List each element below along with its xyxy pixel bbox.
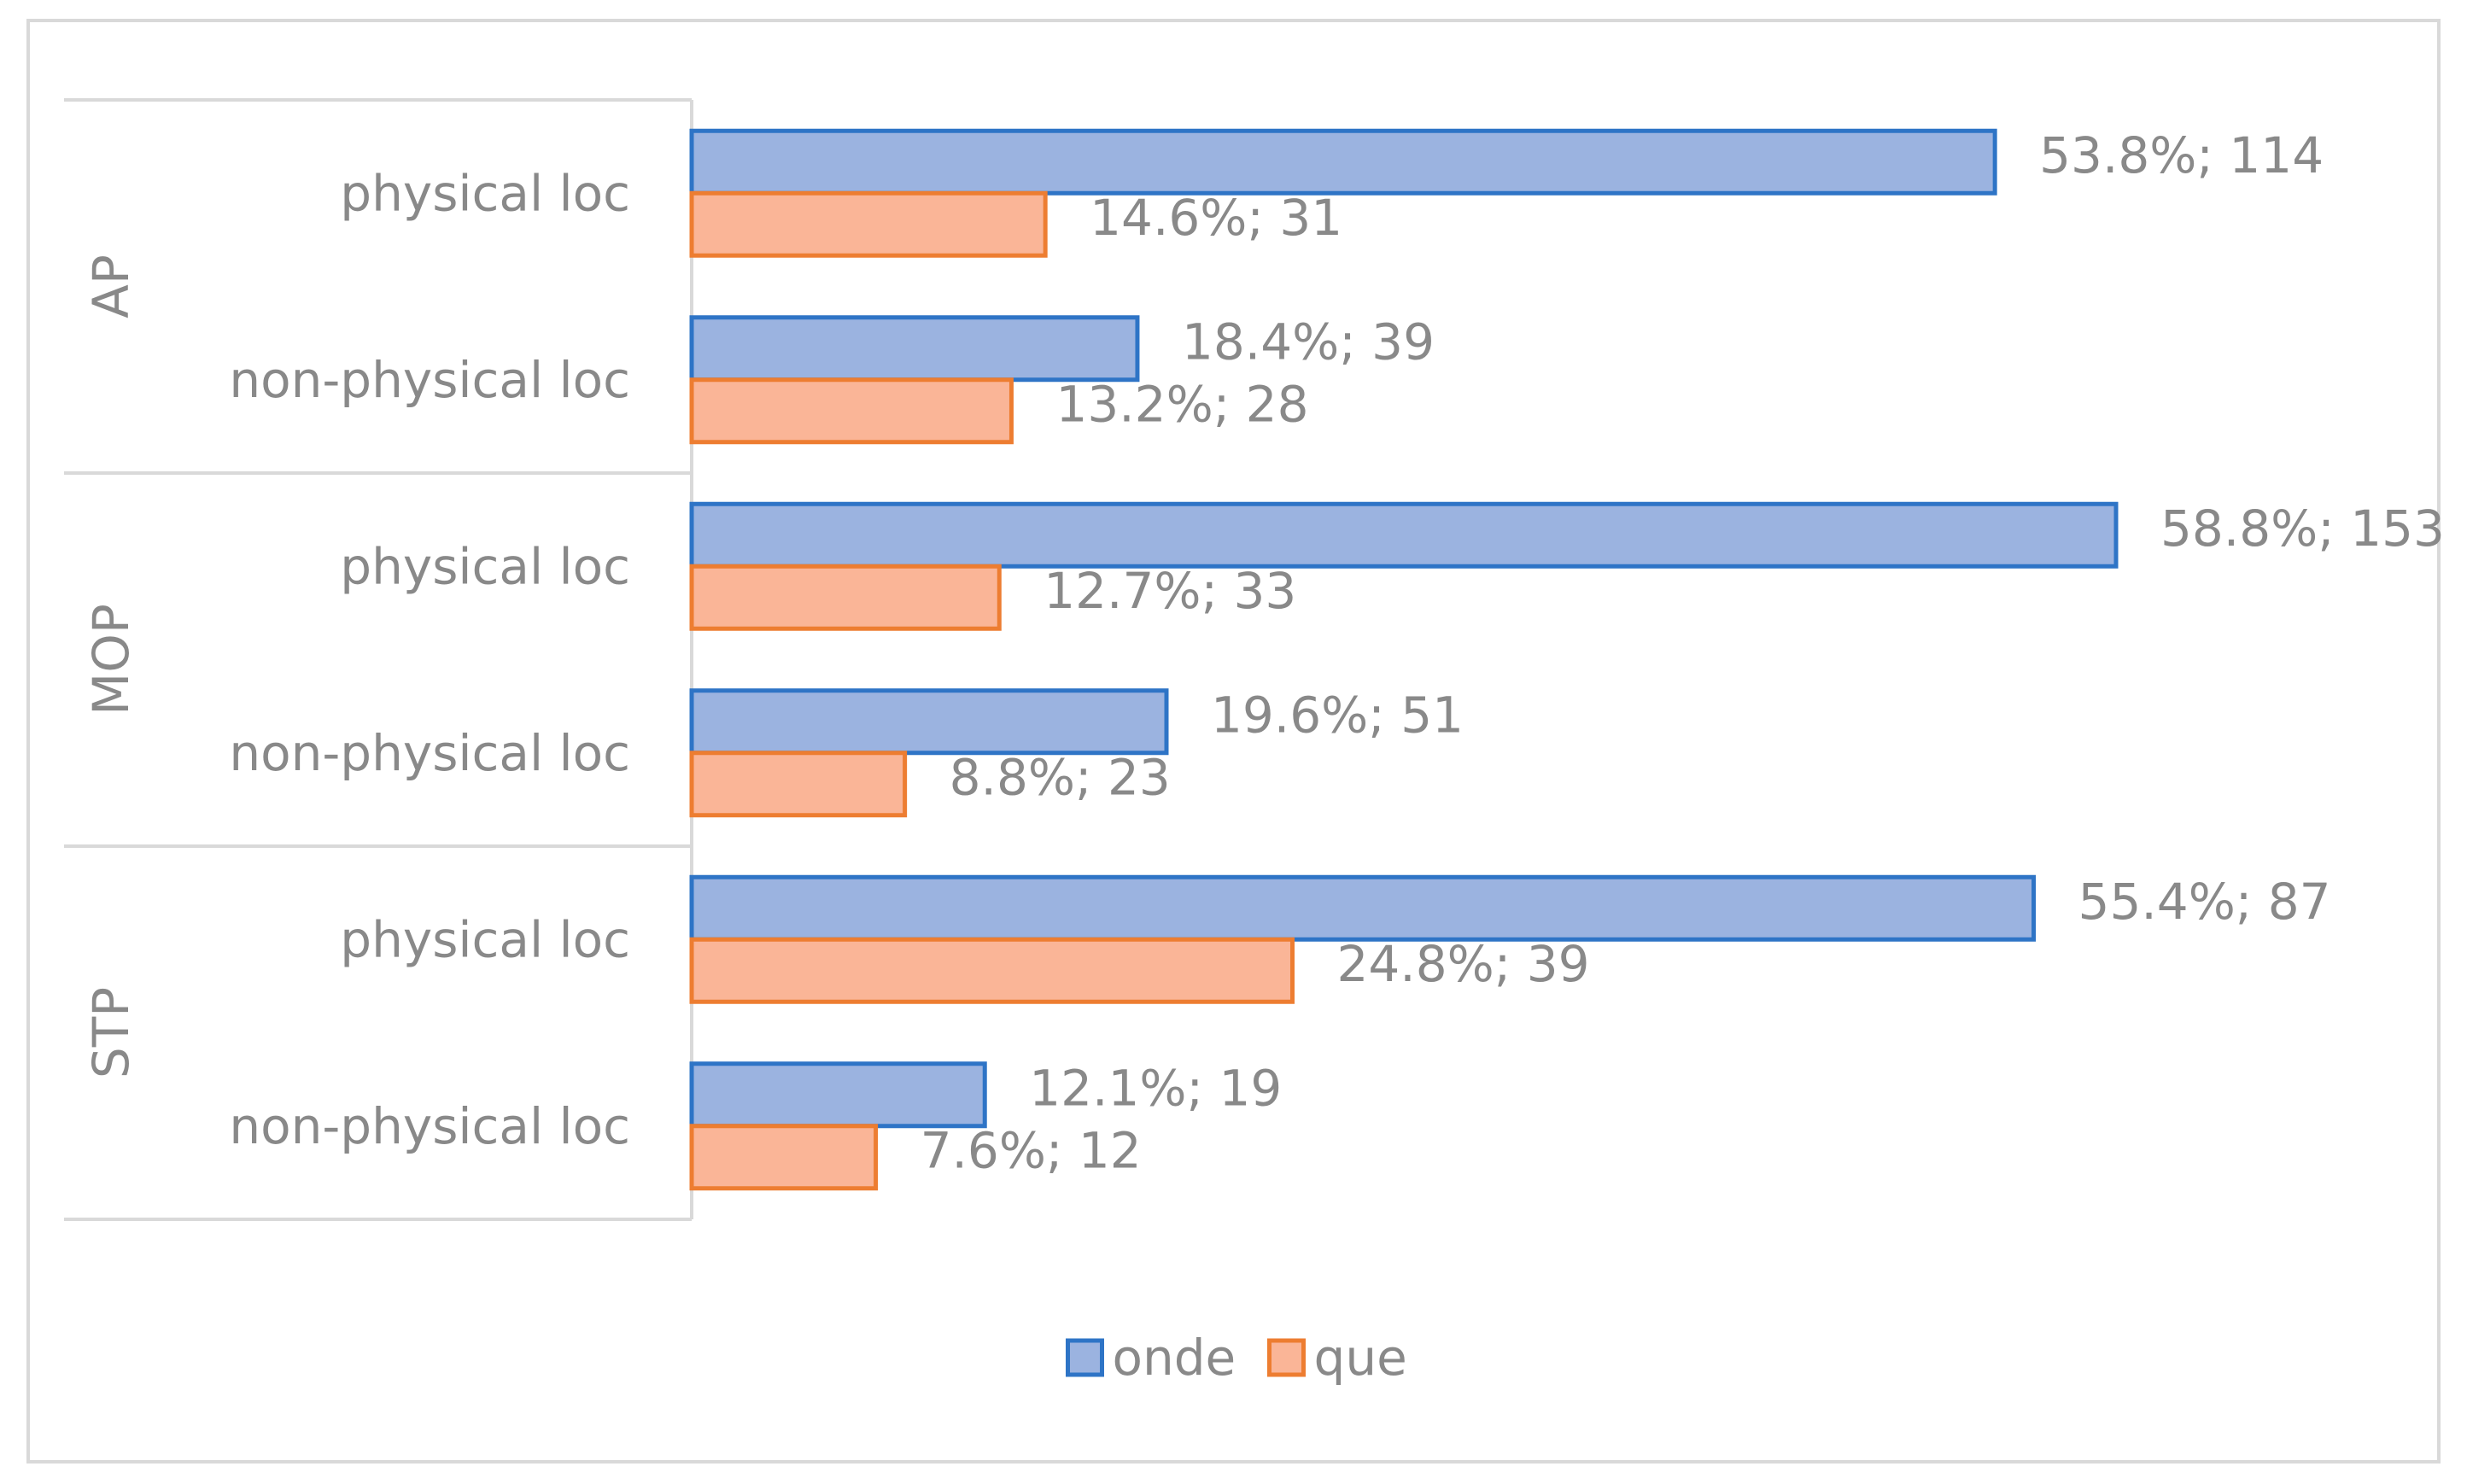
bar-onde [689,1061,987,1129]
data-label: 12.7%; 33 [1044,562,1296,620]
group-label-ap: AP [82,254,140,318]
bar-onde [689,688,1169,756]
legend: onde que [1066,1329,1407,1387]
bar-onde [689,501,2119,569]
data-label: 12.1%; 19 [1029,1059,1282,1117]
data-label: 13.2%; 28 [1055,375,1308,433]
data-label: 24.8%; 39 [1337,935,1590,993]
plot-area [689,128,2119,1191]
category-axis: AP physical loc non-physical loc MOP physica… [64,98,693,1221]
bar-que [689,564,1002,631]
data-label: 18.4%; 39 [1182,313,1435,371]
bar-onde [689,874,2037,942]
legend-swatch-onde [1066,1338,1104,1377]
category-label: physical loc [340,164,630,222]
group-label-stp: STP [82,987,140,1078]
chart-border [26,19,2441,1464]
legend-swatch-que [1267,1338,1306,1377]
bar-que [689,751,908,818]
bar-onde [689,128,1997,196]
bar-que [689,190,1048,258]
data-label: 53.8%; 114 [2039,126,2324,184]
bar-que [689,1124,879,1191]
group-label-mop: MOP [82,604,140,716]
category-label: physical loc [340,537,630,595]
data-label: 7.6%; 12 [921,1121,1142,1179]
category-label: non-physical loc [229,724,630,782]
category-label: non-physical loc [229,1097,630,1155]
legend-label-onde: onde [1113,1329,1236,1387]
data-label: 58.8%; 153 [2160,500,2445,558]
category-label: physical loc [340,910,630,968]
data-label: 55.4%; 87 [2078,873,2331,931]
data-label: 14.6%; 31 [1090,189,1342,247]
legend-label-que: que [1314,1329,1407,1387]
bar-que [689,377,1014,445]
data-label: 8.8%; 23 [950,748,1171,806]
data-label: 19.6%; 51 [1211,686,1464,744]
category-label: non-physical loc [229,351,630,409]
bar-onde [689,315,1140,383]
bar-que [689,937,1295,1004]
